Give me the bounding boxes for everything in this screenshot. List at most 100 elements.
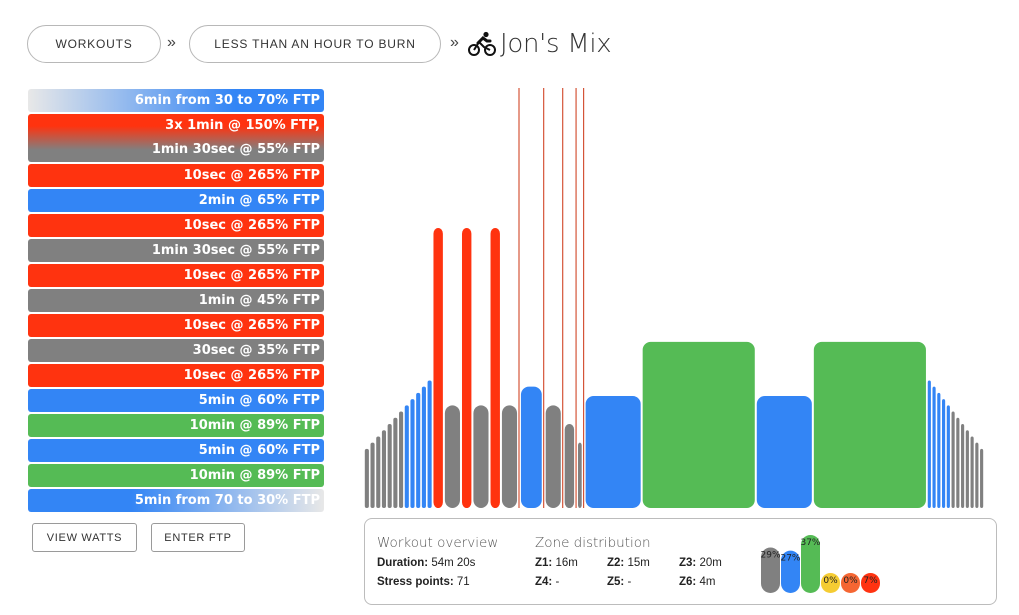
zone-label: Z1: — [535, 557, 553, 569]
breadcrumb-separator: » — [450, 34, 459, 51]
category-breadcrumb-button[interactable]: LESS THAN AN HOUR TO BURN — [189, 25, 441, 63]
interval-row[interactable]: 5min from 70 to 30% FTP — [28, 489, 324, 512]
workout-segment-bar[interactable] — [421, 386, 426, 508]
interval-row[interactable]: 30sec @ 35% FTP — [28, 339, 324, 362]
workout-segment-bar[interactable] — [473, 405, 489, 508]
page-heading: Jon's Mix — [468, 25, 612, 63]
workout-segment-bar[interactable] — [951, 411, 955, 508]
zone-z3: Z3: 20m — [679, 557, 722, 569]
workout-segment-bar[interactable] — [927, 380, 931, 508]
duration-value: 54m 20s — [431, 557, 476, 569]
interval-label: 10sec @ 265% FTP — [183, 167, 320, 183]
workout-segment-bar[interactable] — [490, 228, 500, 508]
workout-segment-bar[interactable] — [585, 396, 641, 508]
zone-value: 20m — [699, 557, 722, 569]
page-title: Jon's Mix — [500, 29, 612, 59]
zone-bar — [861, 573, 880, 593]
workout-segment-bar[interactable] — [961, 424, 965, 508]
workout-segment-bar[interactable] — [444, 405, 460, 508]
interval-row[interactable]: 10sec @ 265% FTP — [28, 214, 324, 237]
stress-points-row: Stress points: 71 — [377, 576, 470, 588]
workout-segment-bar[interactable] — [965, 430, 969, 508]
interval-row[interactable]: 2min @ 65% FTP — [28, 189, 324, 212]
workout-segment-bar[interactable] — [410, 399, 415, 508]
zone-label: Z6: — [679, 576, 697, 588]
zone-bar-label: 27% — [780, 554, 800, 564]
zone-distribution-title: Zone distribution — [535, 535, 651, 551]
interval-label: 10sec @ 265% FTP — [183, 267, 320, 283]
zone-value: - — [627, 576, 632, 588]
zone-bar-label: 0% — [823, 576, 838, 586]
interval-row[interactable]: 10min @ 89% FTP — [28, 464, 324, 487]
workout-segment-bar[interactable] — [946, 405, 950, 508]
interval-label: 5min @ 60% FTP — [198, 392, 320, 408]
zone-bar-label: 37% — [800, 538, 820, 548]
workout-segment-bar[interactable] — [370, 442, 375, 508]
workout-segment-bar[interactable] — [942, 399, 946, 508]
workout-segment-bar[interactable] — [975, 442, 979, 508]
workout-segment-bar[interactable] — [433, 228, 443, 508]
duration-row: Duration: 54m 20s — [377, 557, 475, 569]
interval-label: 10sec @ 265% FTP — [183, 217, 320, 233]
view-watts-button[interactable]: VIEW WATTS — [32, 523, 137, 552]
stress-points-label: Stress points: — [377, 576, 454, 588]
interval-row[interactable]: 6min from 30 to 70% FTP — [28, 89, 324, 112]
interval-row[interactable]: 10sec @ 265% FTP — [28, 314, 324, 337]
interval-row[interactable]: 10sec @ 265% FTP — [28, 164, 324, 187]
workout-segment-bar[interactable] — [520, 386, 542, 508]
breadcrumb-separator: » — [167, 34, 176, 51]
workout-segment-bar[interactable] — [970, 436, 974, 508]
workout-segment-bar[interactable] — [756, 396, 812, 508]
workout-segment-bar[interactable] — [461, 228, 472, 508]
interval-label: 10sec @ 265% FTP — [183, 317, 320, 333]
enter-ftp-button[interactable]: ENTER FTP — [151, 523, 245, 552]
workout-segment-bar[interactable] — [564, 424, 575, 508]
stress-points-value: 71 — [456, 576, 470, 588]
workout-segment-bar[interactable] — [376, 436, 381, 508]
interval-label: 3x 1min @ 150% FTP, — [165, 118, 320, 133]
zone-bar — [761, 547, 780, 593]
zone-bar-label: 0% — [843, 576, 858, 586]
zone-value: 15m — [627, 557, 650, 569]
interval-row[interactable]: 1min 30sec @ 55% FTP — [28, 239, 324, 262]
workout-segment-bar[interactable] — [387, 424, 392, 508]
zone-label: Z5: — [607, 576, 625, 588]
workout-segment-bar[interactable] — [813, 341, 926, 508]
workouts-breadcrumb-button[interactable]: WORKOUTS — [27, 25, 161, 63]
zone-z1: Z1: 16m — [535, 557, 578, 569]
workout-segment-bar[interactable] — [404, 405, 409, 508]
workout-profile-chart — [364, 88, 984, 508]
interval-row[interactable]: 10sec @ 265% FTP — [28, 364, 324, 387]
zone-bar — [821, 573, 840, 593]
interval-label: 30sec @ 35% FTP — [192, 342, 320, 358]
workout-segment-bar[interactable] — [980, 448, 984, 508]
workout-segment-bar[interactable] — [501, 405, 518, 508]
workout-segment-bar[interactable] — [642, 341, 755, 508]
workout-segment-bar[interactable] — [416, 392, 421, 508]
workout-segment-bar[interactable] — [399, 411, 404, 508]
interval-row[interactable]: 1min @ 45% FTP — [28, 289, 324, 312]
zone-bar-label: 7% — [863, 576, 878, 586]
interval-label: 5min @ 60% FTP — [198, 442, 320, 458]
workout-segment-bar[interactable] — [578, 442, 582, 508]
interval-row[interactable]: 5min @ 60% FTP — [28, 439, 324, 462]
interval-row[interactable]: 5min @ 60% FTP — [28, 389, 324, 412]
interval-row[interactable]: 10sec @ 265% FTP — [28, 264, 324, 287]
workout-overview-panel: Workout overview Duration: 54m 20s Stres… — [364, 518, 997, 605]
zone-label: Z2: — [607, 557, 625, 569]
workout-segment-bar[interactable] — [393, 417, 398, 508]
interval-row[interactable]: 10min @ 89% FTP — [28, 414, 324, 437]
zone-z6: Z6: 4m — [679, 576, 715, 588]
workout-segment-bar[interactable] — [381, 430, 387, 508]
interval-label: 1min @ 45% FTP — [198, 292, 320, 308]
workout-segment-bar[interactable] — [956, 417, 960, 508]
workout-segment-bar[interactable] — [427, 380, 432, 508]
workout-segment-bar[interactable] — [364, 448, 369, 508]
overview-title: Workout overview — [377, 535, 499, 551]
workout-segment-bar[interactable] — [937, 392, 941, 508]
interval-label: 5min from 70 to 30% FTP — [134, 492, 320, 508]
workout-segment-bar[interactable] — [545, 405, 561, 508]
workout-segment-bar[interactable] — [932, 386, 936, 508]
interval-label: 10sec @ 265% FTP — [183, 367, 320, 383]
interval-row[interactable]: 3x 1min @ 150% FTP, 1min 30sec @ 55% FTP — [28, 114, 324, 162]
